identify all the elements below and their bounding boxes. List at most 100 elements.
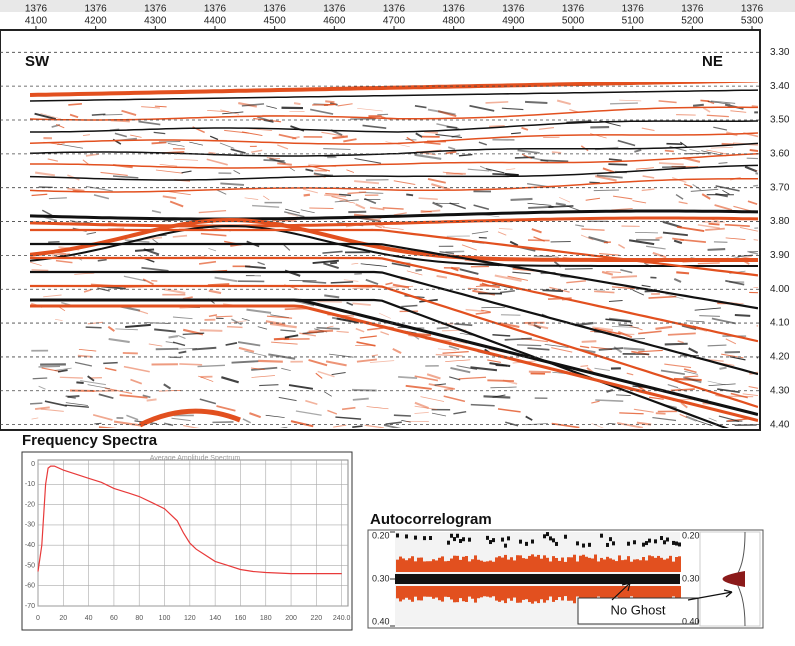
trace-noise [633, 540, 636, 544]
reflection-noise [216, 316, 233, 317]
trace-lobe [651, 556, 654, 572]
trace-lobe [435, 560, 438, 572]
trace-lobe [606, 557, 609, 572]
trace-noise [507, 536, 510, 540]
trace-lobe [573, 555, 576, 572]
reflection-noise [258, 361, 283, 362]
reflection-noise [610, 103, 638, 104]
trace-lobe [510, 557, 513, 572]
trace-noise [609, 537, 612, 541]
reflection-noise [272, 220, 296, 221]
trace-lobe [642, 557, 645, 572]
trace-lobe [540, 559, 543, 572]
trace-noise [576, 541, 579, 545]
trace-lobe [501, 558, 504, 572]
reflection-noise [304, 195, 310, 196]
trace-lobe [663, 560, 666, 572]
trace-lobe [426, 561, 429, 572]
x-tick-label: 80 [135, 615, 143, 622]
line-number: 1376 [741, 4, 764, 15]
trace-noise [666, 538, 669, 542]
trace-lobe [627, 556, 630, 572]
trace-lobe [657, 556, 660, 572]
trace-lobe [411, 586, 414, 602]
reflection-noise [309, 331, 333, 332]
reflection-noise [496, 365, 507, 366]
trace-lobe [396, 586, 399, 598]
reflection-noise [179, 364, 202, 365]
reflection-noise [608, 164, 627, 165]
trace-lobe [537, 555, 540, 572]
reflection-noise [294, 103, 300, 104]
trace-lobe [567, 586, 570, 601]
reflection-noise [517, 345, 541, 346]
trace-lobe [405, 586, 408, 598]
time-label: 0.40 [372, 616, 390, 626]
trace-lobe [405, 560, 408, 572]
trace-lobe [504, 586, 507, 603]
trace-lobe [399, 586, 402, 601]
trace-lobe [516, 586, 519, 603]
trace-noise [678, 542, 681, 546]
trace-lobe [669, 556, 672, 572]
trace-noise [675, 542, 678, 546]
trace-noise [429, 536, 432, 540]
trace-noise [606, 543, 609, 547]
trace-lobe [483, 562, 486, 572]
trace-lobe [570, 586, 573, 601]
trace-lobe [402, 558, 405, 572]
trace-lobe [594, 555, 597, 572]
trace-lobe [495, 557, 498, 572]
reflection-noise [445, 251, 464, 252]
y-tick-label: -10 [25, 481, 35, 488]
trace-lobe [495, 586, 498, 601]
y-tick-label: -70 [25, 603, 35, 610]
reflection-noise [406, 194, 413, 195]
trace-lobe [531, 554, 534, 572]
trace-lobe [549, 561, 552, 572]
trace-noise [468, 538, 471, 542]
trace-lobe [591, 559, 594, 572]
reflection-noise [698, 263, 720, 264]
reflection-noise [155, 106, 167, 107]
line-number: 1376 [562, 4, 585, 15]
reflection-noise [693, 105, 704, 106]
spectra-plot [38, 460, 348, 606]
reflection-noise [552, 152, 561, 153]
trace-lobe [555, 586, 558, 600]
reflection-noise [540, 160, 568, 161]
trace-lobe [516, 555, 519, 572]
trace-lobe [564, 586, 567, 596]
time-label: 4.40 [770, 419, 790, 430]
trace-lobe [471, 586, 474, 599]
trace-lobe [576, 562, 579, 572]
time-label: 0.40 [682, 616, 700, 626]
trace-lobe [660, 558, 663, 572]
trace-lobe [633, 586, 636, 598]
reflection-noise [86, 327, 102, 328]
trace-lobe [576, 586, 579, 596]
trace-lobe [450, 586, 453, 599]
reflection-noise [152, 142, 167, 143]
trace-lobe [408, 586, 411, 600]
time-label: 3.30 [770, 47, 790, 58]
x-tick-label: 160 [235, 615, 247, 622]
reflection-noise [339, 194, 351, 195]
trace-noise [456, 534, 459, 538]
reflection-noise [471, 405, 495, 406]
trace-lobe [447, 561, 450, 572]
trace-lobe [465, 556, 468, 572]
trace-lobe [417, 586, 420, 600]
reflection-noise [263, 160, 284, 161]
trace-noise [492, 538, 495, 542]
left-direction: SW [25, 53, 50, 70]
trace-lobe [588, 558, 591, 572]
reflection-noise [515, 157, 535, 158]
trace-lobe [489, 561, 492, 572]
x-tick-label: 140 [209, 615, 221, 622]
autocorrelogram-title: Autocorrelogram [370, 511, 492, 528]
right-direction: NE [702, 53, 723, 70]
trace-lobe [513, 586, 516, 598]
trace-lobe [537, 586, 540, 603]
trace-label: 4600 [323, 16, 346, 27]
